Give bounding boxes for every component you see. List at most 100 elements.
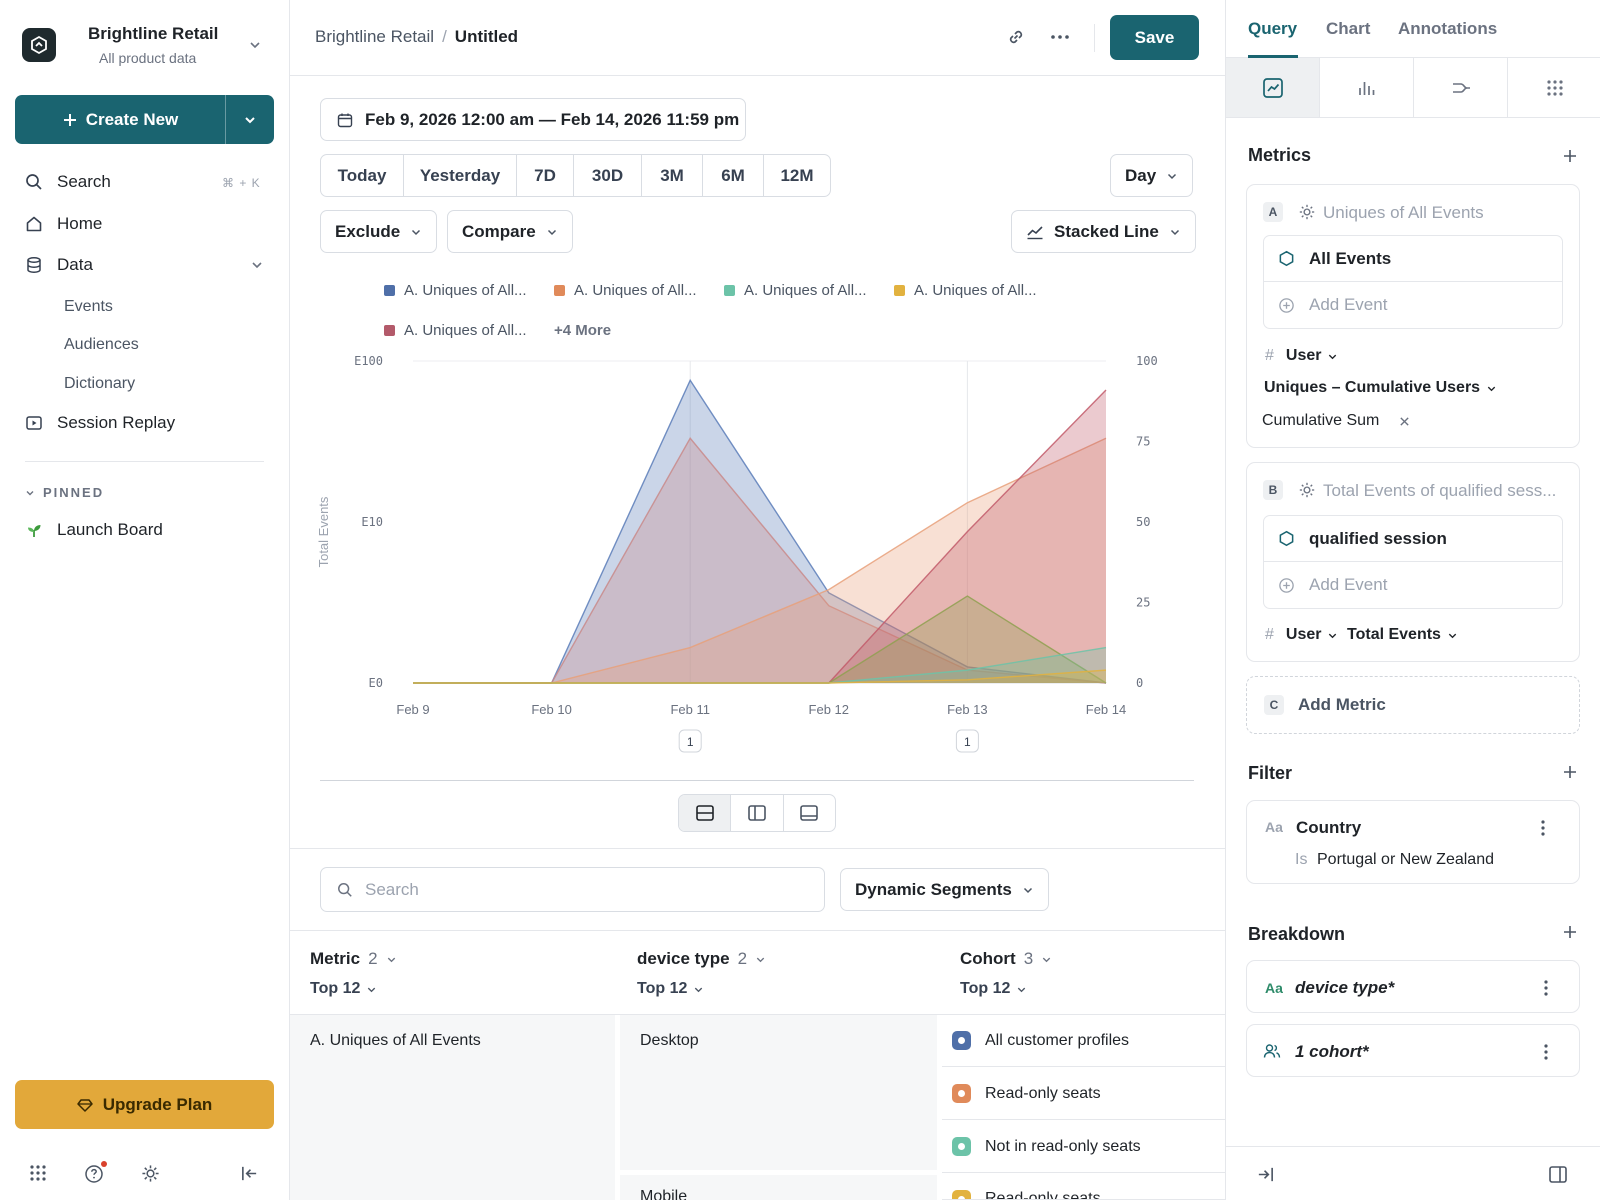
sidebar-subitem-dictionary[interactable]: Dictionary	[64, 375, 136, 392]
tab-chart[interactable]: Chart	[1326, 19, 1371, 38]
range-yesterday-button[interactable]: Yesterday	[404, 155, 517, 196]
create-new-button[interactable]: Create New	[15, 95, 226, 144]
table-search-input[interactable]	[365, 879, 785, 900]
event-row[interactable]: qualified session	[1264, 516, 1562, 562]
add-filter-plus-icon[interactable]	[1562, 764, 1578, 780]
link-icon[interactable]	[1005, 26, 1027, 48]
table-row[interactable]: Not in read-only seats	[942, 1121, 1225, 1173]
column-limit-device-type[interactable]: Top 12	[637, 980, 704, 998]
metric-measure-select[interactable]: Total Events	[1347, 626, 1458, 644]
range-30d-button[interactable]: 30D	[574, 155, 642, 196]
metric-unit-select[interactable]: # User	[1265, 347, 1338, 365]
dynamic-segments-dropdown[interactable]: Dynamic Segments	[840, 868, 1049, 911]
sidebar-item-search[interactable]: Search	[25, 169, 111, 195]
table-cell-metric-label[interactable]: A. Uniques of All Events	[310, 1032, 481, 1049]
settings-icon[interactable]	[141, 1164, 160, 1183]
layout-bottom-button[interactable]	[784, 795, 835, 831]
breakdown-item-device-type[interactable]: Aa device type*	[1246, 960, 1580, 1013]
range-12m-button[interactable]: 12M	[780, 165, 814, 185]
sidebar-item-data[interactable]: Data	[25, 252, 265, 278]
panel-layout-icon[interactable]	[1548, 1165, 1568, 1184]
table-row[interactable]: All customer profiles	[942, 1015, 1225, 1067]
tab-query[interactable]: Query	[1248, 19, 1298, 38]
close-icon[interactable]	[1399, 416, 1410, 427]
more-options-icon[interactable]	[1049, 26, 1071, 48]
breakdown-item-cohort[interactable]: 1 cohort*	[1246, 1024, 1580, 1077]
metric-unit: User	[1285, 347, 1322, 364]
compare-dropdown[interactable]: Compare	[447, 210, 573, 253]
sidebar-subitem-events[interactable]: Events	[64, 298, 113, 315]
workspace-switcher[interactable]: Brightline Retail All product data	[0, 14, 290, 78]
table-cell-device-label[interactable]: Desktop	[640, 1032, 699, 1049]
sparkle-icon[interactable]	[1298, 203, 1316, 221]
legend-item[interactable]: A. Uniques of All...	[894, 282, 1037, 299]
exclude-dropdown[interactable]: Exclude	[320, 210, 438, 253]
pinned-item-launch-board[interactable]: Launch Board	[25, 517, 163, 543]
column-limit-metric[interactable]: Top 12	[310, 980, 377, 998]
pinned-section-toggle[interactable]: PINNED	[25, 485, 104, 500]
legend-item[interactable]: A. Uniques of All...	[384, 322, 527, 339]
add-breakdown-plus-icon[interactable]	[1562, 924, 1578, 940]
table-cell-device-label[interactable]: Mobile	[640, 1188, 688, 1200]
legend-label: A. Uniques of All...	[404, 282, 527, 299]
metric-name[interactable]: Uniques of All Events	[1323, 203, 1484, 222]
filter-card[interactable]: Aa Country Is Portugal or New Zealand	[1246, 800, 1580, 884]
metric-measure-select[interactable]: Uniques – Cumulative Users	[1264, 379, 1497, 397]
analysis-flows-button[interactable]	[1414, 58, 1508, 117]
more-vertical-icon[interactable]	[1541, 819, 1545, 837]
more-vertical-icon[interactable]	[1544, 1043, 1548, 1061]
layout-stacked-button[interactable]	[679, 795, 732, 831]
series-line[interactable]	[413, 669, 1107, 684]
breadcrumb-root[interactable]: Brightline Retail	[315, 27, 435, 46]
add-event-button[interactable]: Add Event	[1264, 282, 1562, 328]
sidebar-item-session-replay[interactable]: Session Replay	[25, 410, 175, 436]
layout-side-button[interactable]	[731, 795, 784, 831]
more-vertical-icon[interactable]	[1544, 979, 1548, 997]
sidebar-item-home[interactable]: Home	[25, 211, 102, 237]
metric-name[interactable]: Total Events of qualified sess...	[1323, 481, 1557, 500]
add-metric-plus-icon[interactable]	[1562, 148, 1578, 164]
column-header-metric[interactable]: Metric 2	[310, 949, 397, 969]
report-title[interactable]: Untitled	[454, 27, 519, 46]
save-button[interactable]: Save	[1110, 15, 1199, 60]
sparkle-icon[interactable]	[1298, 481, 1316, 499]
create-new-dropdown[interactable]	[226, 95, 274, 144]
range-7d-button[interactable]: 7D	[517, 155, 574, 196]
add-event-button[interactable]: Add Event	[1264, 562, 1562, 608]
range-6m-button[interactable]: 6M	[703, 155, 764, 196]
metric-modifier: Cumulative Sum	[1262, 412, 1410, 430]
x-tick-label: Feb 9	[396, 702, 429, 717]
annotation-marker[interactable]	[678, 729, 702, 753]
legend-item[interactable]: A. Uniques of All...	[554, 282, 697, 299]
column-limit-cohort[interactable]: Top 12	[960, 980, 1027, 998]
date-range-picker[interactable]: Feb 9, 2026 12:00 am — Feb 14, 2026 11:5…	[320, 98, 746, 141]
help-icon[interactable]	[84, 1160, 108, 1184]
legend-item[interactable]: A. Uniques of All...	[384, 282, 527, 299]
range-3m-button[interactable]: 3M	[642, 155, 703, 196]
legend-item[interactable]: A. Uniques of All...	[724, 282, 867, 299]
flow-icon	[1452, 82, 1470, 93]
table-row[interactable]: Read-only seats	[942, 1068, 1225, 1120]
column-header-cohort[interactable]: Cohort 3	[960, 949, 1052, 969]
collapse-panel-icon[interactable]	[1256, 1165, 1275, 1184]
add-metric-button[interactable]: C Add Metric	[1246, 676, 1580, 734]
apps-grid-icon[interactable]	[29, 1164, 47, 1182]
column-header-device-type[interactable]: device type 2	[637, 949, 766, 969]
analysis-insights-button[interactable]	[1226, 58, 1320, 117]
metric-unit-select[interactable]: # User	[1265, 626, 1338, 644]
range-today-button[interactable]: Today	[321, 155, 404, 196]
tab-annotations[interactable]: Annotations	[1398, 19, 1498, 38]
granularity-select[interactable]: Day	[1110, 154, 1194, 197]
table-search[interactable]	[320, 867, 825, 912]
analysis-retention-button[interactable]	[1508, 58, 1600, 117]
analysis-funnels-button[interactable]	[1320, 58, 1414, 117]
upgrade-plan-button[interactable]: Upgrade Plan	[15, 1080, 274, 1129]
sidebar-subitem-audiences[interactable]: Audiences	[64, 336, 139, 353]
chart-type-select[interactable]: Stacked Line	[1011, 210, 1196, 253]
legend-more-button[interactable]: +4 More	[554, 322, 612, 339]
annotation-marker[interactable]	[955, 729, 979, 753]
event-row[interactable]: All Events	[1264, 236, 1562, 282]
table-row[interactable]: Read-only seats	[942, 1174, 1225, 1200]
collapse-sidebar-icon[interactable]	[240, 1164, 259, 1183]
search-shortcut: ⌘ + K	[222, 176, 261, 190]
